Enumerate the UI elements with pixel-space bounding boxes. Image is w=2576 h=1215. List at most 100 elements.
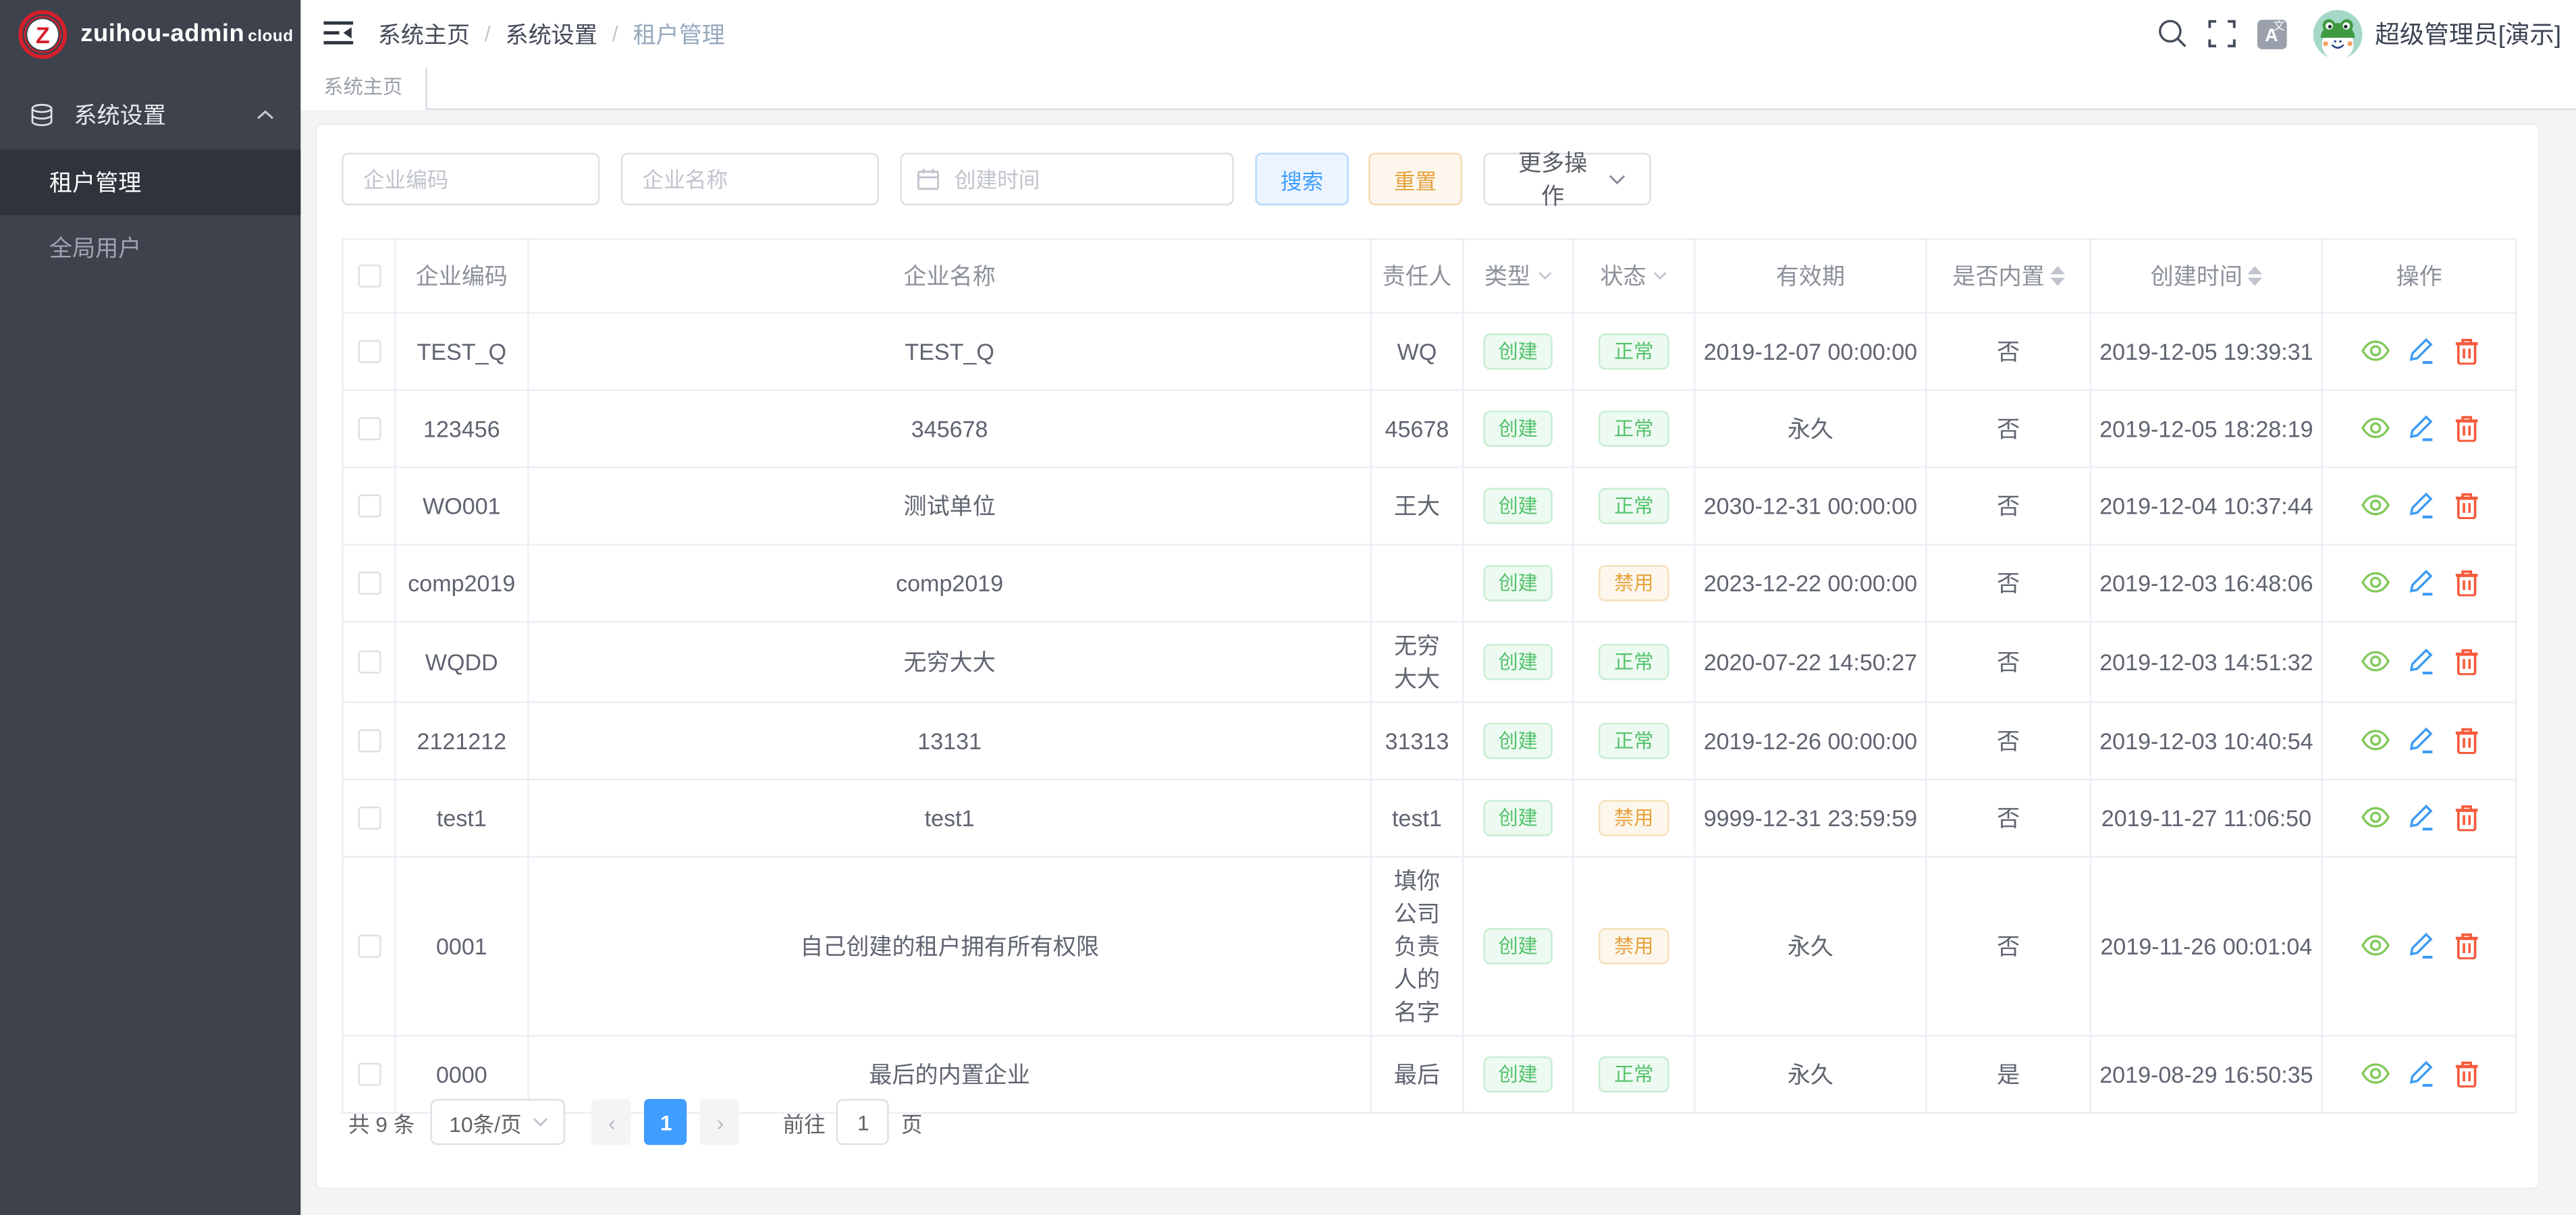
trash-icon[interactable] — [2454, 932, 2479, 959]
sidebar-item-tenant-management[interactable]: 租户管理 — [0, 149, 301, 215]
pencil-icon[interactable] — [2408, 337, 2436, 364]
row-checkbox[interactable] — [357, 1062, 381, 1086]
cell-owner: 最后 — [1370, 1035, 1464, 1114]
cell-actions — [2321, 855, 2517, 1037]
enterprise-code-input[interactable] — [342, 153, 600, 206]
cell-actions — [2321, 778, 2517, 858]
sidebar-group-system-settings[interactable]: 系统设置 — [0, 80, 300, 149]
type-tag: 创建 — [1483, 643, 1553, 680]
breadcrumb-item-settings[interactable]: 系统设置 — [505, 20, 597, 47]
enterprise-name-input[interactable] — [620, 153, 880, 206]
status-tag: 禁用 — [1599, 928, 1669, 965]
table-row: comp2019 comp2019 创建 禁用 2023-12-22 00:00:00 否… — [342, 543, 2517, 623]
row-checkbox[interactable] — [357, 340, 381, 363]
sort-caret-icon[interactable] — [2247, 266, 2263, 286]
trash-icon[interactable] — [2454, 569, 2479, 596]
row-select-cell — [342, 389, 396, 468]
brand-suffix: cloud — [248, 28, 294, 47]
eye-icon[interactable] — [2360, 495, 2390, 516]
search-button[interactable]: 搜索 — [1255, 153, 1349, 206]
goto-page-input[interactable] — [836, 1099, 890, 1145]
filter-caret-icon[interactable] — [1653, 271, 1667, 281]
more-actions-button[interactable]: 更多操作 — [1483, 149, 1651, 209]
pencil-icon[interactable] — [2408, 647, 2436, 675]
eye-icon[interactable] — [2360, 651, 2390, 672]
cell-builtin: 否 — [1925, 466, 2092, 545]
trash-icon[interactable] — [2454, 648, 2479, 675]
brand-logo[interactable]: Z zuihou-admin cloud — [0, 0, 300, 68]
cell-builtin: 否 — [1925, 312, 2092, 392]
pencil-icon[interactable] — [2408, 1060, 2436, 1087]
eye-icon[interactable] — [2360, 340, 2390, 362]
sidebar-group-label: 系统设置 — [74, 101, 166, 128]
filter-caret-icon[interactable] — [1537, 271, 1552, 281]
row-checkbox[interactable] — [357, 571, 381, 595]
trash-icon[interactable] — [2454, 415, 2479, 441]
breadcrumb-item-current: 租户管理 — [633, 20, 725, 47]
pencil-icon[interactable] — [2408, 803, 2436, 831]
pencil-icon[interactable] — [2408, 491, 2436, 519]
eye-icon[interactable] — [2360, 417, 2390, 439]
trash-icon[interactable] — [2454, 1060, 2479, 1087]
cell-owner: 无穷大大 — [1370, 620, 1464, 703]
page-number-current[interactable]: 1 — [645, 1099, 688, 1145]
eye-icon[interactable] — [2360, 1063, 2390, 1085]
page-size-value: 10条/页 — [449, 1111, 522, 1136]
next-page-button[interactable]: › — [700, 1099, 741, 1145]
user-name[interactable]: 超级管理员[演示] — [2375, 21, 2562, 50]
pencil-icon[interactable] — [2408, 726, 2436, 754]
avatar[interactable] — [2312, 9, 2362, 59]
cell-builtin: 否 — [1925, 620, 2092, 703]
prev-page-button[interactable]: ‹ — [592, 1099, 632, 1145]
cell-owner: 31313 — [1370, 701, 1464, 780]
fullscreen-icon[interactable] — [2197, 9, 2247, 58]
trash-icon[interactable] — [2454, 727, 2479, 753]
header-状态: 状态 — [1572, 238, 1696, 314]
pencil-icon[interactable] — [2408, 414, 2436, 441]
trash-icon[interactable] — [2454, 338, 2479, 364]
cell-builtin: 否 — [1925, 543, 2092, 623]
cell-type: 创建 — [1461, 466, 1574, 545]
cell-expiry: 9999-12-31 23:59:59 — [1694, 778, 1927, 858]
cell-expiry: 永久 — [1694, 389, 1927, 468]
tab-system-home[interactable]: 系统主页 — [300, 67, 427, 111]
cell-name: test1 — [527, 778, 1372, 858]
eye-icon[interactable] — [2360, 572, 2390, 593]
select-all-checkbox[interactable] — [357, 264, 381, 288]
eye-icon[interactable] — [2360, 730, 2390, 751]
pencil-icon[interactable] — [2408, 932, 2436, 959]
cell-name: 自己创建的租户拥有所有权限 — [527, 855, 1372, 1037]
cell-status: 正常 — [1572, 312, 1696, 392]
row-checkbox[interactable] — [357, 806, 381, 830]
header-企业编码: 企业编码 — [394, 238, 529, 314]
create-time-input[interactable] — [900, 153, 1234, 206]
cell-code: test1 — [394, 778, 529, 858]
sidebar-fold-icon[interactable] — [323, 20, 354, 46]
row-checkbox[interactable] — [357, 934, 381, 958]
cell-code: 2121212 — [394, 701, 529, 780]
language-letter: A — [2265, 25, 2278, 45]
eye-icon[interactable] — [2360, 807, 2390, 828]
search-icon[interactable] — [2148, 9, 2197, 58]
row-checkbox[interactable] — [357, 729, 381, 753]
pencil-icon[interactable] — [2408, 568, 2436, 596]
row-checkbox[interactable] — [357, 650, 381, 674]
sort-caret-icon[interactable] — [2049, 266, 2064, 286]
reset-button[interactable]: 重置 — [1368, 153, 1462, 206]
trash-icon[interactable] — [2454, 492, 2479, 518]
chevron-down-icon — [532, 1118, 547, 1127]
eye-icon[interactable] — [2360, 935, 2390, 956]
cell-code: comp2019 — [394, 543, 529, 623]
cell-created: 2019-08-29 16:50:35 — [2089, 1035, 2324, 1114]
breadcrumb-item-home[interactable]: 系统主页 — [377, 20, 471, 47]
row-checkbox[interactable] — [357, 494, 381, 518]
type-tag: 创建 — [1483, 410, 1553, 447]
page-size-select[interactable]: 10条/页 — [431, 1099, 566, 1145]
trash-icon[interactable] — [2454, 804, 2479, 831]
sidebar-item-global-users[interactable]: 全局用户 — [49, 235, 142, 261]
row-checkbox[interactable] — [357, 417, 381, 441]
cell-owner: WQ — [1370, 312, 1464, 392]
calendar-icon — [917, 169, 940, 190]
type-tag: 创建 — [1483, 565, 1553, 601]
